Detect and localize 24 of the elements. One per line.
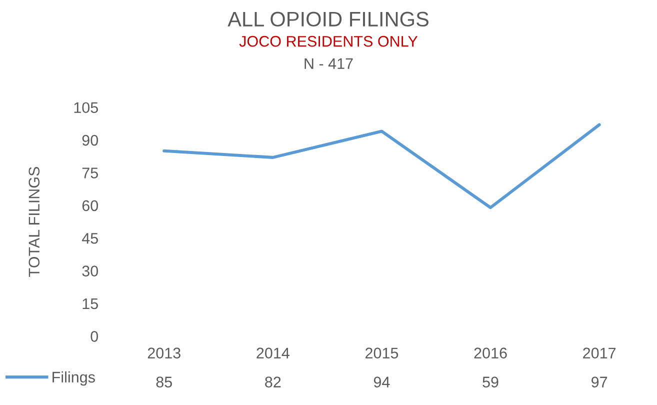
x-tick-label: 2013 — [148, 348, 180, 358]
data-label: 85 — [156, 376, 172, 388]
chart-title: ALL OPIOID FILINGS — [228, 12, 428, 27]
x-tick-label: 2014 — [256, 348, 290, 358]
x-tick-label: 2015 — [365, 348, 398, 358]
x-tick-label: 2016 — [474, 348, 507, 358]
y-tick-label: 105 — [74, 102, 98, 114]
y-tick-label: 60 — [82, 200, 98, 212]
y-tick-label: 30 — [82, 266, 98, 276]
y-tick-label: 90 — [82, 134, 98, 146]
data-label: 94 — [374, 376, 390, 388]
data-label: 59 — [482, 376, 498, 388]
text: N - 417 — [304, 58, 353, 69]
x-tick-label: 2017 — [583, 348, 616, 358]
data-label: 82 — [265, 376, 281, 388]
data-label: 97 — [592, 376, 608, 388]
y-tick-label: 0 — [90, 331, 98, 342]
y-tick-label: 45 — [82, 233, 98, 244]
y-tick-label: 15 — [82, 298, 98, 310]
y-tick-label: 75 — [82, 168, 98, 178]
y-axis-title: TOTAL FILINGS — [28, 166, 40, 277]
chart-subtitle: JOCO RESIDENTS ONLY — [239, 36, 418, 47]
legend-label: Filings — [52, 371, 95, 386]
line-series — [162, 123, 601, 210]
